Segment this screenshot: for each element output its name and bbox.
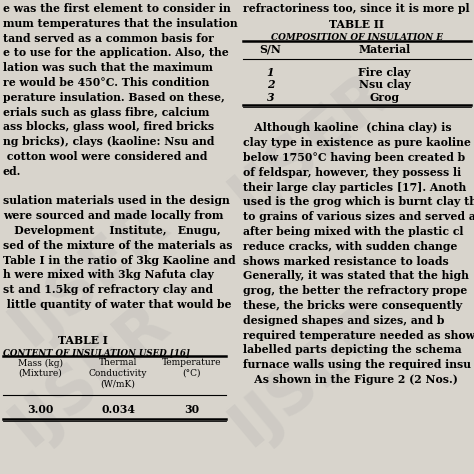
Text: were sourced and made locally from: were sourced and made locally from (3, 210, 223, 221)
Text: 2: 2 (267, 80, 274, 91)
Text: COMPOSITION OF INSULATION E: COMPOSITION OF INSULATION E (271, 33, 443, 42)
Text: their large clay particles [17]. Anoth: their large clay particles [17]. Anoth (243, 182, 466, 192)
Text: cotton wool were considered and: cotton wool were considered and (3, 151, 207, 162)
Text: Generally, it was stated that the high: Generally, it was stated that the high (243, 271, 469, 282)
Text: Mass (kg)
(Mixture): Mass (kg) (Mixture) (18, 358, 63, 378)
Text: sed of the mixture of the materials as: sed of the mixture of the materials as (3, 240, 233, 251)
Text: h were mixed with 3kg Nafuta clay: h were mixed with 3kg Nafuta clay (3, 269, 214, 281)
Text: Although kaoline  (china clay) is: Although kaoline (china clay) is (243, 122, 452, 133)
Text: TABLE II: TABLE II (329, 19, 384, 30)
Text: IJSER: IJSER (0, 191, 182, 358)
Text: IJSER: IJSER (219, 60, 401, 228)
Text: CONTENT OF INSULATION USED [16]: CONTENT OF INSULATION USED [16] (3, 348, 190, 357)
Text: TABLE I: TABLE I (58, 335, 108, 346)
Text: sulation materials used in the design: sulation materials used in the design (3, 195, 230, 206)
Text: Temperature
(°C): Temperature (°C) (162, 358, 222, 378)
Text: ng bricks), clays (kaoline: Nsu and: ng bricks), clays (kaoline: Nsu and (3, 136, 214, 147)
Text: after being mixed with the plastic cl: after being mixed with the plastic cl (243, 226, 464, 237)
Text: mum temperatures that the insulation: mum temperatures that the insulation (3, 18, 237, 29)
Text: lation was such that the maximum: lation was such that the maximum (3, 62, 213, 73)
Text: shows marked resistance to loads: shows marked resistance to loads (243, 255, 449, 266)
Text: ed.: ed. (3, 166, 21, 177)
Text: Development    Institute,   Enugu,: Development Institute, Enugu, (3, 225, 220, 236)
Text: re would be 450°C. This condition: re would be 450°C. This condition (3, 77, 210, 88)
Text: IJSER: IJSER (0, 291, 182, 458)
Text: labelled parts depicting the schema: labelled parts depicting the schema (243, 345, 462, 356)
Text: Grog: Grog (370, 92, 400, 103)
Text: S/N: S/N (260, 44, 282, 55)
Text: 30: 30 (184, 404, 200, 415)
Text: reduce cracks, with sudden change: reduce cracks, with sudden change (243, 241, 457, 252)
Text: 0.034: 0.034 (101, 404, 135, 415)
Text: As shown in the Figure 2 (2 Nos.): As shown in the Figure 2 (2 Nos.) (243, 374, 458, 385)
Text: e to use for the application. Also, the: e to use for the application. Also, the (3, 47, 229, 58)
Text: IJSER: IJSER (219, 291, 401, 458)
Text: e was the first element to consider in: e was the first element to consider in (3, 3, 231, 14)
Text: below 1750°C having been created b: below 1750°C having been created b (243, 152, 465, 163)
Text: ass blocks, glass wool, fired bricks: ass blocks, glass wool, fired bricks (3, 121, 214, 132)
Text: of feldspar, however, they possess li: of feldspar, however, they possess li (243, 167, 461, 178)
Text: 3: 3 (267, 92, 274, 103)
Text: clay type in existence as pure kaoline: clay type in existence as pure kaoline (243, 137, 471, 148)
Text: 1: 1 (267, 67, 274, 78)
Text: tand served as a common basis for: tand served as a common basis for (3, 33, 214, 44)
Text: Table I in the ratio of 3kg Kaoline and: Table I in the ratio of 3kg Kaoline and (3, 255, 236, 265)
Text: required temperature needed as show: required temperature needed as show (243, 329, 474, 341)
Text: these, the bricks were consequently: these, the bricks were consequently (243, 300, 462, 311)
Text: to grains of various sizes and served a: to grains of various sizes and served a (243, 211, 474, 222)
Text: grog, the better the refractory prope: grog, the better the refractory prope (243, 285, 467, 296)
Text: Thermal
Conductivity
(W/mK): Thermal Conductivity (W/mK) (89, 358, 147, 388)
Text: little quantity of water that would be: little quantity of water that would be (3, 299, 231, 310)
Text: Material: Material (358, 44, 410, 55)
Text: designed shapes and sizes, and b: designed shapes and sizes, and b (243, 315, 444, 326)
Text: Fire clay: Fire clay (358, 67, 411, 78)
Text: Nsu clay: Nsu clay (358, 80, 410, 91)
Text: furnace walls using the required insu: furnace walls using the required insu (243, 359, 471, 370)
Text: refractoriness too, since it is more pl: refractoriness too, since it is more pl (243, 3, 470, 14)
Text: used is the grog which is burnt clay th: used is the grog which is burnt clay th (243, 196, 474, 208)
Text: erials such as glass fibre, calcium: erials such as glass fibre, calcium (3, 107, 210, 118)
Text: 3.00: 3.00 (27, 404, 54, 415)
Text: st and 1.5kg of refractory clay and: st and 1.5kg of refractory clay and (3, 284, 213, 295)
Text: perature insulation. Based on these,: perature insulation. Based on these, (3, 92, 225, 103)
